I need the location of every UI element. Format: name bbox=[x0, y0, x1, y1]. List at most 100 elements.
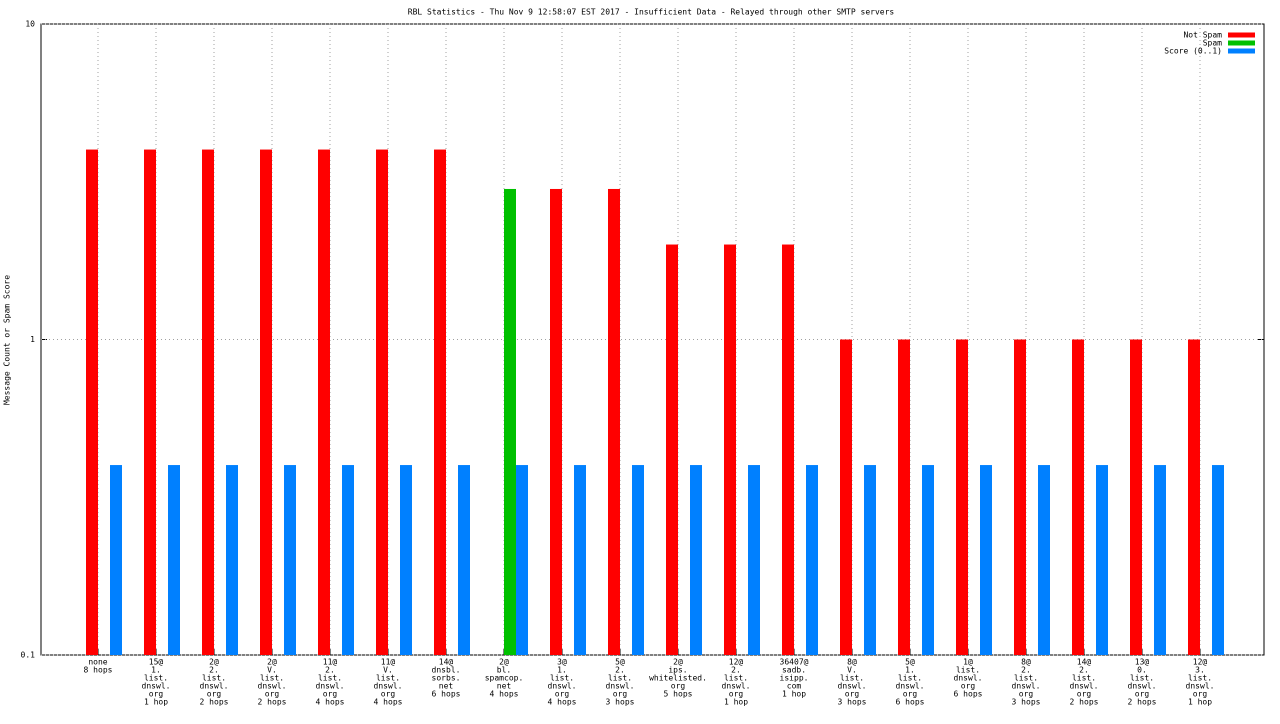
x-tick-label: 2 hops bbox=[258, 698, 287, 707]
x-tick-label: 14@ bbox=[439, 658, 454, 667]
x-tick-label: 15@ bbox=[149, 658, 164, 667]
legend-label: Score (0..1) bbox=[1164, 47, 1222, 56]
bar bbox=[898, 339, 910, 655]
bar bbox=[226, 465, 238, 655]
x-tick-label: list. bbox=[898, 674, 922, 683]
x-tick-label: 4 hops bbox=[316, 698, 345, 707]
x-tick-label: 2@ bbox=[673, 658, 683, 667]
x-tick-label: 5@ bbox=[615, 658, 625, 667]
x-tick-label: 4 hops bbox=[374, 698, 403, 707]
x-tick-label: org bbox=[381, 690, 396, 699]
x-tick-label: 2. bbox=[209, 666, 219, 675]
x-tick-label: 1 hop bbox=[1188, 698, 1212, 707]
x-tick-label: V. bbox=[267, 666, 277, 675]
bar bbox=[840, 339, 852, 655]
x-tick-label: 11@ bbox=[323, 658, 338, 667]
x-tick-label: 0. bbox=[1137, 666, 1147, 675]
x-tick-label: dnswl. bbox=[258, 682, 287, 691]
x-tick-label: 1. bbox=[151, 666, 161, 675]
bar bbox=[1096, 465, 1108, 655]
y-tick-label: 0.1 bbox=[21, 651, 36, 660]
bar bbox=[168, 465, 180, 655]
bar bbox=[666, 244, 678, 656]
x-tick-label: 2. bbox=[1079, 666, 1089, 675]
legend-label: Spam bbox=[1203, 39, 1222, 48]
x-tick-label: org bbox=[1077, 690, 1092, 699]
x-tick-label: 1 hop bbox=[724, 698, 748, 707]
x-tick-label: 6 hops bbox=[896, 698, 925, 707]
x-tick-label: com bbox=[787, 682, 802, 691]
x-tick-label: 2@ bbox=[267, 658, 277, 667]
x-tick-label: list. bbox=[1130, 674, 1154, 683]
x-tick-label: 3@ bbox=[557, 658, 567, 667]
bar bbox=[608, 188, 620, 655]
bar bbox=[748, 465, 760, 655]
x-tick-label: dnswl. bbox=[954, 674, 983, 683]
bar bbox=[956, 339, 968, 655]
x-tick-label: 1. bbox=[905, 666, 915, 675]
x-tick-label: 6 hops bbox=[432, 690, 461, 699]
x-tick-label: isipp. bbox=[780, 674, 809, 683]
x-tick-label: 12@ bbox=[729, 658, 744, 667]
y-tick-label: 10 bbox=[25, 20, 35, 29]
x-tick-label: org bbox=[961, 682, 976, 691]
legend-swatch bbox=[1228, 32, 1255, 38]
bar bbox=[342, 465, 354, 655]
x-tick-label: dnswl. bbox=[548, 682, 577, 691]
bar bbox=[86, 149, 98, 655]
x-tick-label: list. bbox=[318, 674, 342, 683]
x-tick-label: list. bbox=[202, 674, 226, 683]
x-tick-label: 2@ bbox=[499, 658, 509, 667]
y-tick-label: 1 bbox=[30, 335, 35, 344]
y-axis-label: Message Count or Spam Score bbox=[3, 275, 12, 405]
x-tick-label: net bbox=[439, 682, 454, 691]
x-tick-label: list. bbox=[724, 674, 748, 683]
x-tick-label: org bbox=[671, 682, 686, 691]
x-tick-label: 14@ bbox=[1077, 658, 1092, 667]
bar bbox=[724, 244, 736, 656]
x-tick-label: dnswl. bbox=[606, 682, 635, 691]
x-tick-label: list. bbox=[550, 674, 574, 683]
x-tick-label: org bbox=[1193, 690, 1208, 699]
x-tick-label: list. bbox=[840, 674, 864, 683]
x-tick-label: org bbox=[323, 690, 338, 699]
x-tick-label: 1. bbox=[557, 666, 567, 675]
bar bbox=[782, 244, 794, 656]
x-tick-label: 1@ bbox=[963, 658, 973, 667]
bar bbox=[516, 465, 528, 655]
x-tick-label: dnswl. bbox=[896, 682, 925, 691]
x-tick-label: dnsbl. bbox=[432, 666, 461, 675]
x-tick-label: list. bbox=[1188, 674, 1212, 683]
bar bbox=[1212, 465, 1224, 655]
bar bbox=[284, 465, 296, 655]
bar bbox=[434, 149, 446, 655]
x-tick-label: sorbs. bbox=[432, 674, 461, 683]
bar bbox=[110, 465, 122, 655]
x-tick-label: 5 hops bbox=[664, 690, 693, 699]
bar bbox=[504, 188, 516, 655]
x-tick-label: whitelisted. bbox=[649, 674, 707, 683]
x-tick-label: 2@ bbox=[209, 658, 219, 667]
x-tick-label: 13@ bbox=[1135, 658, 1150, 667]
bar bbox=[260, 149, 272, 655]
legend-swatch bbox=[1228, 48, 1255, 54]
legend-label: Not Spam bbox=[1183, 31, 1222, 40]
x-tick-label: 8@ bbox=[847, 658, 857, 667]
bar bbox=[922, 465, 934, 655]
x-tick-label: org bbox=[845, 690, 860, 699]
bar bbox=[144, 149, 156, 655]
bar bbox=[980, 465, 992, 655]
x-tick-label: dnswl. bbox=[1070, 682, 1099, 691]
x-tick-label: dnswl. bbox=[200, 682, 229, 691]
x-tick-label: 36407@ bbox=[780, 658, 809, 667]
bar bbox=[864, 465, 876, 655]
x-tick-label: list. bbox=[608, 674, 632, 683]
x-tick-label: net bbox=[497, 682, 512, 691]
x-tick-label: bl. bbox=[497, 666, 511, 675]
x-tick-label: org bbox=[903, 690, 918, 699]
x-tick-label: 3 hops bbox=[1012, 698, 1041, 707]
bar bbox=[690, 465, 702, 655]
legend-swatch bbox=[1228, 40, 1255, 46]
x-tick-label: org bbox=[1135, 690, 1150, 699]
bar bbox=[632, 465, 644, 655]
